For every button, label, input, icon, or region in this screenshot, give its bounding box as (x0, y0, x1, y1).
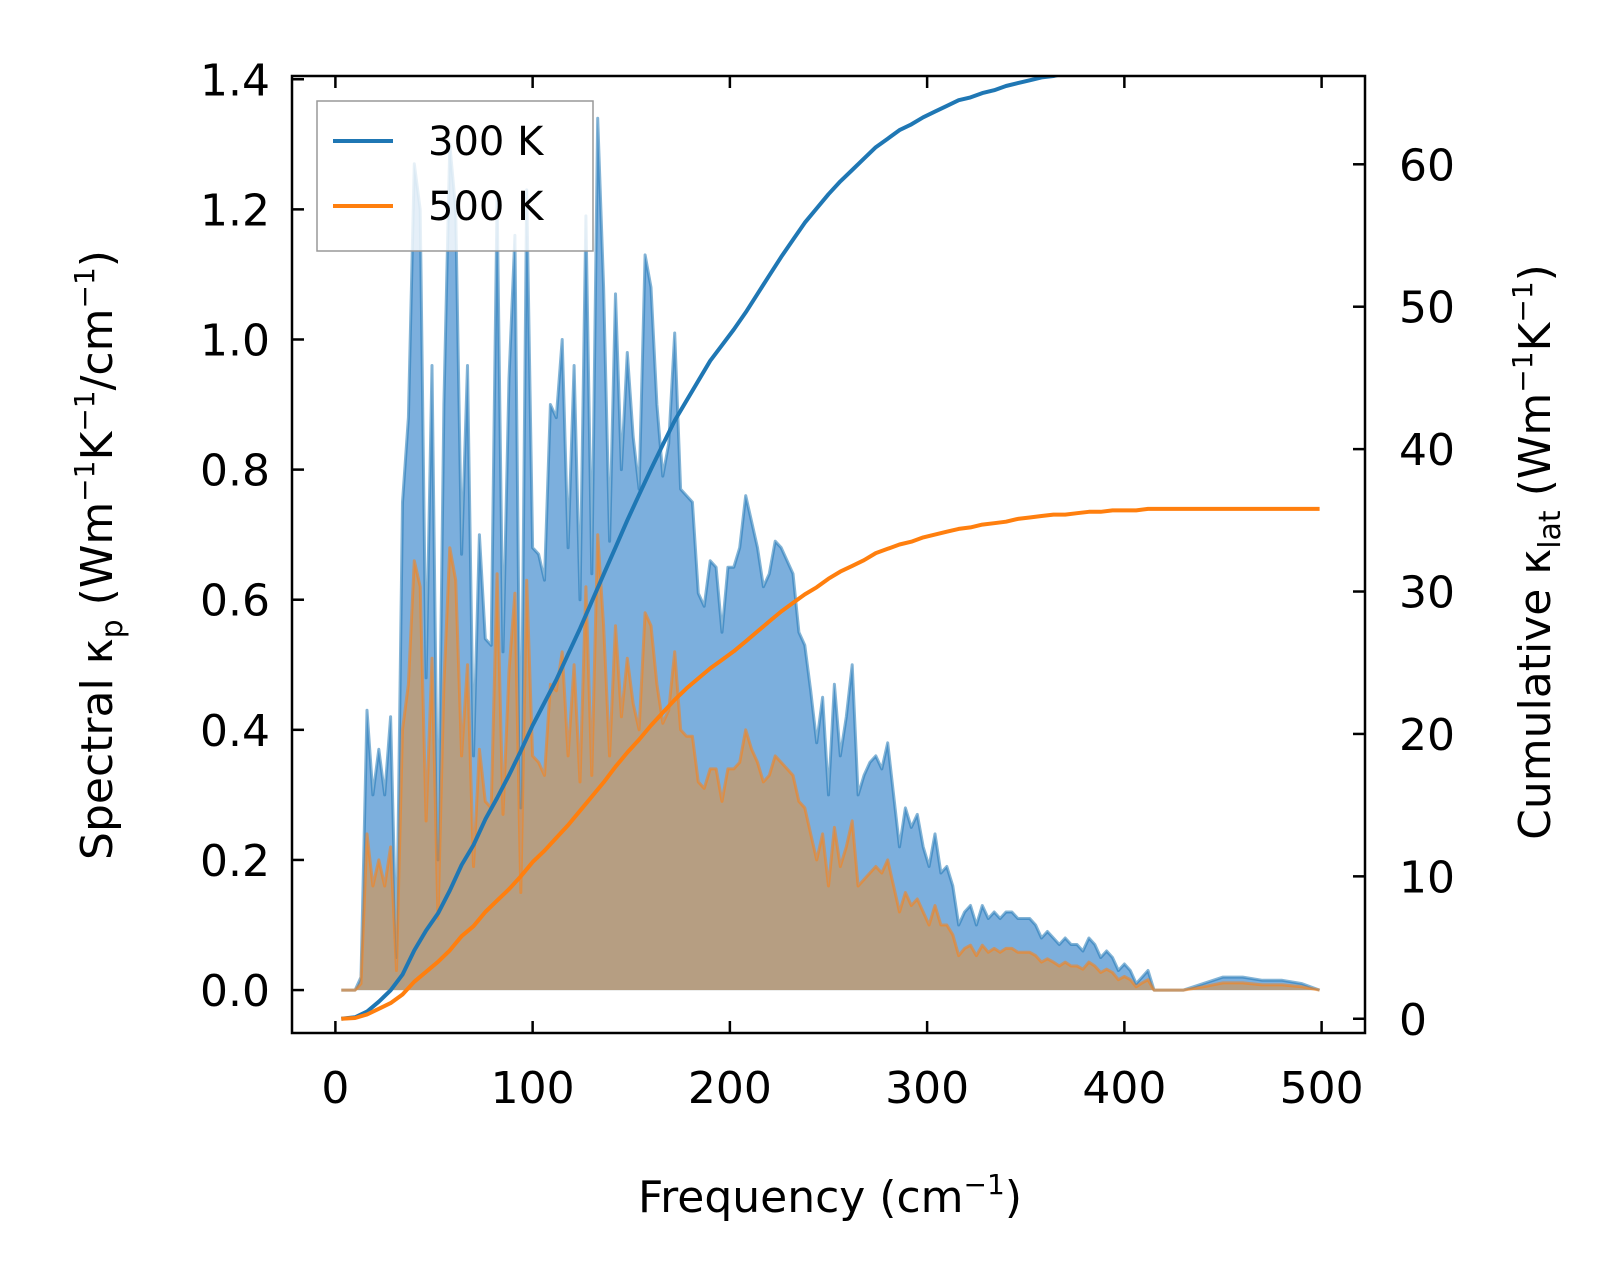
y-right-tick-label: 0 (1399, 995, 1427, 1046)
y-left-tick-label: 0.6 (200, 576, 270, 627)
y-right-tick-label: 50 (1399, 283, 1455, 334)
legend-label-500k: 500 K (428, 184, 545, 230)
y-left-tick-label: 0.0 (200, 966, 270, 1017)
y-left-tick-label: 1.4 (200, 55, 270, 106)
y-right-axis-title: Cumulative κlat (Wm−1K−1) (1506, 264, 1568, 840)
y-left-tick-label: 0.8 (200, 446, 270, 497)
spectral-line-500k (341, 533, 1320, 992)
y-left-axis-title: Spectral κp (Wm−1K−1/cm−1) (68, 250, 130, 860)
y-left-tick-label: 1.0 (200, 315, 270, 366)
y-right-tick-label: 40 (1399, 425, 1455, 476)
y-left-tick-label: 1.2 (200, 185, 270, 236)
spectral-line-300k (341, 116, 1321, 992)
legend: 300 K 500 K (316, 100, 594, 252)
x-tick-label: 0 (321, 1063, 349, 1114)
y-left-tick-label: 0.4 (200, 706, 270, 757)
y-right-tick-label: 30 (1399, 568, 1455, 619)
x-axis-title: Frequency (cm−1) (638, 1168, 1022, 1223)
x-tick-label: 500 (1280, 1063, 1364, 1114)
legend-label-300k: 300 K (428, 119, 545, 165)
y-right-tick-label: 10 (1399, 852, 1455, 903)
cumulative-line-300k (341, 76, 1063, 1021)
legend-frame (316, 100, 594, 252)
plot-frame (290, 74, 1367, 1035)
spectral-area-500k (341, 534, 1320, 991)
y-right-tick-label: 20 (1399, 710, 1455, 761)
x-tick-label: 100 (491, 1063, 575, 1114)
cumulative-line-500k (341, 506, 1320, 1021)
x-tick-label: 300 (885, 1063, 969, 1114)
y-left-tick-label: 0.2 (200, 836, 270, 887)
y-right-tick-label: 60 (1399, 140, 1455, 191)
x-tick-label: 400 (1082, 1063, 1166, 1114)
x-tick-label: 200 (688, 1063, 772, 1114)
